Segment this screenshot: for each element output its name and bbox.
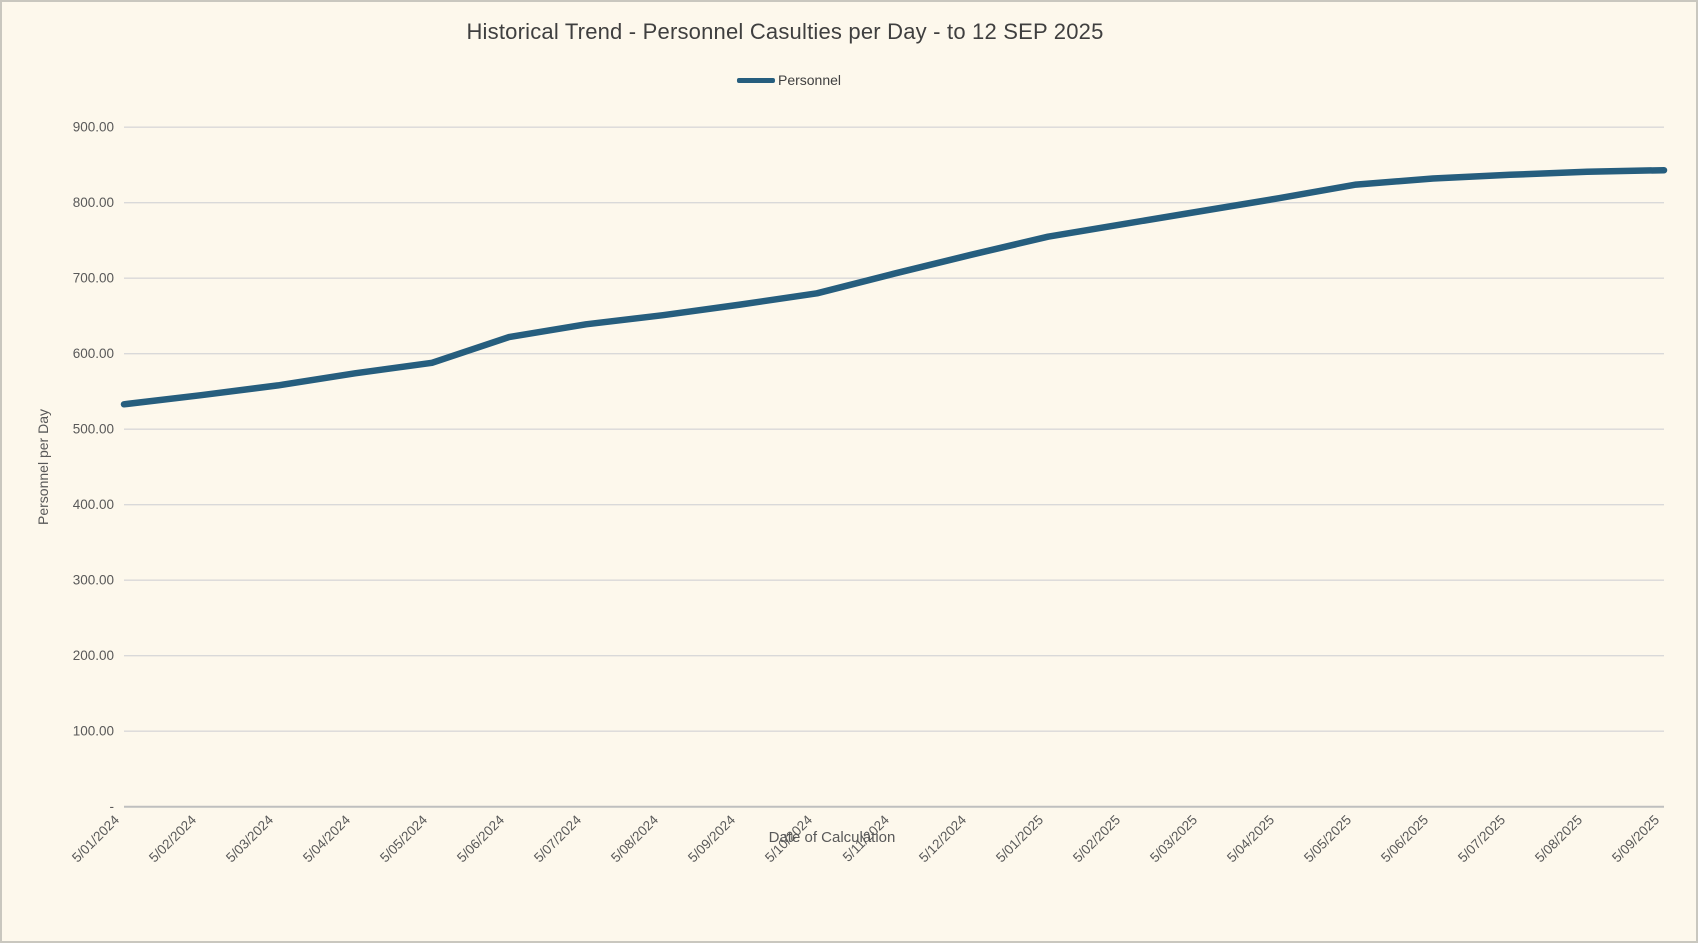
legend-label: Personnel [777,72,842,88]
x-tick-label: 5/02/2025 [1070,812,1123,865]
y-tick-label: 100.00 [73,724,114,739]
x-tick-label: 5/09/2024 [685,812,738,865]
chart-title: Historical Trend - Personnel Casulties p… [466,19,1104,44]
x-tick-label: 5/06/2025 [1378,812,1431,865]
personnel-series-line [120,166,1668,408]
x-tick-label: 5/01/2025 [993,812,1046,865]
legend-line-swatch-icon [736,77,775,83]
x-tick-label: 5/09/2025 [1609,812,1662,865]
y-tick-label: 300.00 [73,573,114,588]
x-tick-label: 5/10/2024 [762,812,815,865]
y-tick-label: 900.00 [73,120,114,135]
x-axis-title: Date of Calculation [768,829,896,846]
x-tick-label: 5/05/2025 [1301,812,1354,865]
y-tick-label: 400.00 [73,497,114,512]
x-tick-label: 5/11/2024 [840,812,893,865]
x-tick-label: 5/01/2024 [69,812,122,865]
y-tick-label: 200.00 [73,648,114,663]
y-tick-label: - [110,799,115,814]
y-tick-label: 500.00 [73,422,114,437]
x-tick-label: 5/12/2024 [916,812,969,865]
y-tick-label: 600.00 [73,346,114,361]
x-tick-label: 5/03/2024 [223,812,276,865]
x-tick-label: 5/08/2025 [1532,812,1585,865]
y-tick-label: 700.00 [73,271,114,286]
x-tick-label: 5/07/2024 [531,812,584,865]
x-tick-label: 5/07/2025 [1455,812,1508,865]
legend: Personnel [736,72,842,88]
x-tick-label: 5/04/2024 [300,812,353,865]
y-tick-label: 800.00 [73,195,114,210]
x-tick-label: 5/06/2024 [454,812,507,865]
x-tick-label: 5/08/2024 [608,812,661,865]
x-tick-label: 5/02/2024 [146,812,199,865]
x-tick-label: 5/03/2025 [1147,812,1200,865]
x-tick-label: 5/04/2025 [1224,812,1277,865]
x-tick-label: 5/05/2024 [377,812,430,865]
